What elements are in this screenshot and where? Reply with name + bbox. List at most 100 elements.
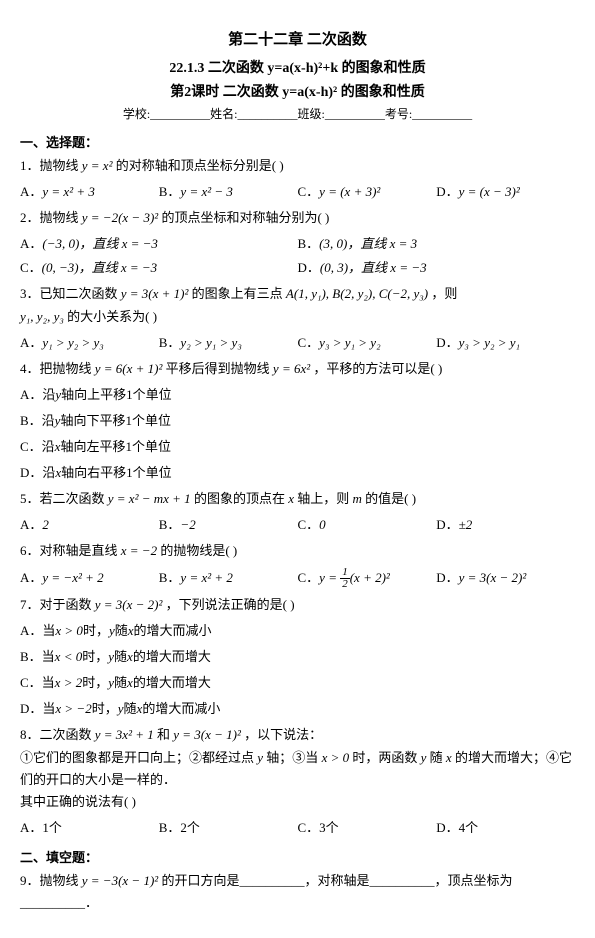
q3-opt-d-label: D． bbox=[436, 335, 458, 350]
question-4: 4．把抛物线 y = 6(x + 1)² 平移后得到抛物线 y = 6x² ，平… bbox=[20, 358, 575, 380]
question-5: 5．若二次函数 y = x² − mx + 1 的图象的顶点在 x 轴上，则 m… bbox=[20, 488, 575, 510]
q1-opt-c-label: C． bbox=[298, 184, 320, 199]
q8-f2: y = 3(x − 1)² bbox=[173, 727, 241, 742]
q8-s4: 随 bbox=[430, 750, 443, 765]
q8-s3: 时，两函数 bbox=[352, 750, 417, 765]
q4-opt-d-label: D．沿 bbox=[20, 465, 55, 480]
q3-stem: 3．已知二次函数 bbox=[20, 286, 118, 301]
student-info: 学校:__________姓名:__________班级:__________考… bbox=[20, 105, 575, 122]
q4-formula2: y = 6x² bbox=[273, 361, 310, 376]
q5-mid2: 轴上，则 bbox=[297, 491, 349, 506]
q7-opt-b-row: B．当x < 0时，y随x的增大而增大 bbox=[20, 646, 575, 668]
q8-s1: ①它们的图象都是开口向上；②都经过点 bbox=[20, 750, 254, 765]
q8-opt-a: A．1个 bbox=[20, 817, 159, 839]
q2-formula: y = −2(x − 3)² bbox=[82, 210, 158, 225]
question-8: 8．二次函数 y = 3x² + 1 和 y = 3(x − 1)² ，以下说法… bbox=[20, 724, 575, 812]
q2-opt-b-label: B． bbox=[298, 236, 320, 251]
q8-ask: 其中正确的说法有( ) bbox=[20, 794, 136, 809]
q8-stem: 8．二次函数 bbox=[20, 727, 92, 742]
q2-opt-d-label: D． bbox=[298, 260, 320, 275]
q2-opt-d: (0, 3)，直线 x = −3 bbox=[320, 260, 427, 275]
q6-opt-d: y = 3(x − 2)² bbox=[459, 570, 527, 585]
q5-opt-a-label: A． bbox=[20, 517, 42, 532]
question-1: 1．抛物线 y = x² 的对称轴和顶点坐标分别是( ) bbox=[20, 155, 575, 177]
q4-opt-b-row: B．沿y轴向下平移1个单位 bbox=[20, 410, 575, 432]
q7d-m: 时， bbox=[92, 701, 118, 716]
q4-opt-c-row: C．沿x轴向左平移1个单位 bbox=[20, 436, 575, 458]
q5-opt-b: −2 bbox=[180, 517, 195, 532]
q6-opt-a-label: A． bbox=[20, 570, 42, 585]
q3-options: A．y₁ > y₂ > y₃ B．y₂ > y₁ > y₃ C．y₃ > y₁ … bbox=[20, 332, 575, 354]
q3-opt-a: y₁ > y₂ > y₃ bbox=[42, 335, 103, 350]
q4-opt-b-label: B．沿 bbox=[20, 413, 55, 428]
q6-formula: x = −2 bbox=[121, 543, 157, 558]
q3-opt-b: y₂ > y₁ > y₃ bbox=[180, 335, 241, 350]
q3-formula: y = 3(x + 1)² bbox=[121, 286, 189, 301]
chapter-title: 第二十二章 二次函数 bbox=[20, 28, 575, 49]
q8-opt-d: D．4个 bbox=[436, 817, 575, 839]
q7a-t2: 的增大而减小 bbox=[134, 623, 212, 638]
q3-opt-c: y₃ > y₁ > y₂ bbox=[319, 335, 380, 350]
q5-opt-d: ±2 bbox=[459, 517, 473, 532]
q9-stem: 9．抛物线 bbox=[20, 873, 79, 888]
q7d-p: D．当 bbox=[20, 701, 55, 716]
q2-opt-b: (3, 0)，直线 x = 3 bbox=[319, 236, 417, 251]
q7-opt-a-row: A．当x > 0时，y随x的增大而减小 bbox=[20, 620, 575, 642]
q4-formula: y = 6(x + 1)² bbox=[95, 361, 163, 376]
q5-opt-c: 0 bbox=[319, 517, 326, 532]
q7c-c: x > 2 bbox=[55, 675, 83, 690]
q5-axis: x bbox=[288, 491, 294, 506]
q8-v2: x bbox=[446, 750, 452, 765]
q7-opt-c-row: C．当x > 2时，y随x的增大而增大 bbox=[20, 672, 575, 694]
section-title: 22.1.3 二次函数 y=a(x-h)²+k 的图象和性质 bbox=[20, 57, 575, 77]
q1-opt-d-label: D． bbox=[436, 184, 458, 199]
question-3: 3．已知二次函数 y = 3(x + 1)² 的图象上有三点 A(1, y₁),… bbox=[20, 283, 575, 327]
lesson-title: 第2课时 二次函数 y=a(x-h)² 的图象和性质 bbox=[20, 81, 575, 101]
q9-formula: y = −3(x − 1)² bbox=[82, 873, 158, 888]
q2-tail: 的顶点坐标和对称轴分别为( ) bbox=[161, 210, 329, 225]
q7a-m: 时， bbox=[83, 623, 109, 638]
question-7: 7．对于函数 y = 3(x − 2)² ，下列说法正确的是( ) bbox=[20, 594, 575, 616]
q3-tail: ，则 bbox=[431, 286, 457, 301]
q8-f1: y = 3x² + 1 bbox=[95, 727, 154, 742]
q2-options-1: A．(−3, 0)，直线 x = −3 B．(3, 0)，直线 x = 3 bbox=[20, 233, 575, 255]
q8-options: A．1个 B．2个 C．3个 D．4个 bbox=[20, 817, 575, 839]
q7b-m: 时， bbox=[82, 649, 108, 664]
q8-c: x > 0 bbox=[322, 750, 350, 765]
q4-opt-c-label: C．沿 bbox=[20, 439, 55, 454]
q5-formula: y = x² − mx + 1 bbox=[108, 491, 191, 506]
q4-mid: 平移后得到抛物线 bbox=[166, 361, 270, 376]
q3-opt-a-label: A． bbox=[20, 335, 42, 350]
q1-opt-a: y = x² + 3 bbox=[42, 184, 94, 199]
q8-s2: 轴；③当 bbox=[266, 750, 318, 765]
q7b-t2: 的增大而增大 bbox=[133, 649, 211, 664]
q7b-p: B．当 bbox=[20, 649, 55, 664]
q7b-c: x < 0 bbox=[55, 649, 83, 664]
question-6: 6．对称轴是直线 x = −2 的抛物线是( ) bbox=[20, 540, 575, 562]
q7c-m: 时， bbox=[82, 675, 108, 690]
q6-tail: 的抛物线是( ) bbox=[160, 543, 237, 558]
q2-options-2: C．(0, −3)，直线 x = −3 D．(0, 3)，直线 x = −3 bbox=[20, 257, 575, 279]
q3-mid: 的图象上有三点 bbox=[192, 286, 283, 301]
q8-opt-b: B．2个 bbox=[159, 817, 298, 839]
q7d-t: 随 bbox=[124, 701, 137, 716]
q7-tail: ，下列说法正确的是( ) bbox=[166, 597, 295, 612]
q7c-p: C．当 bbox=[20, 675, 55, 690]
q2-opt-c-label: C． bbox=[20, 260, 42, 275]
q7b-t: 随 bbox=[114, 649, 127, 664]
q7d-c: x > −2 bbox=[55, 701, 91, 716]
q1-opt-b-label: B． bbox=[159, 184, 181, 199]
q4-opt-c-text: 轴向左平移1个单位 bbox=[60, 439, 171, 454]
q1-formula: y = x² bbox=[82, 158, 113, 173]
q6-options: A．y = −x² + 2 B．y = x² + 2 C．y = 12(x + … bbox=[20, 567, 575, 591]
q3-opt-c-label: C． bbox=[298, 335, 320, 350]
q3-vars: y₁, y₂, y₃ bbox=[20, 309, 64, 324]
q3-points: A(1, y₁), B(2, y₂), C(−2, y₃) bbox=[286, 286, 428, 301]
q5-mid: 的图象的顶点在 bbox=[194, 491, 285, 506]
section-1-heading: 一、选择题： bbox=[20, 132, 575, 151]
q7-stem: 7．对于函数 bbox=[20, 597, 92, 612]
q3-opt-d: y₃ > y₂ > y₁ bbox=[459, 335, 520, 350]
q6-stem: 6．对称轴是直线 bbox=[20, 543, 118, 558]
q6-opt-c: y = 12(x + 2)² bbox=[319, 570, 390, 585]
q5-options: A．2 B．−2 C．0 D．±2 bbox=[20, 514, 575, 536]
